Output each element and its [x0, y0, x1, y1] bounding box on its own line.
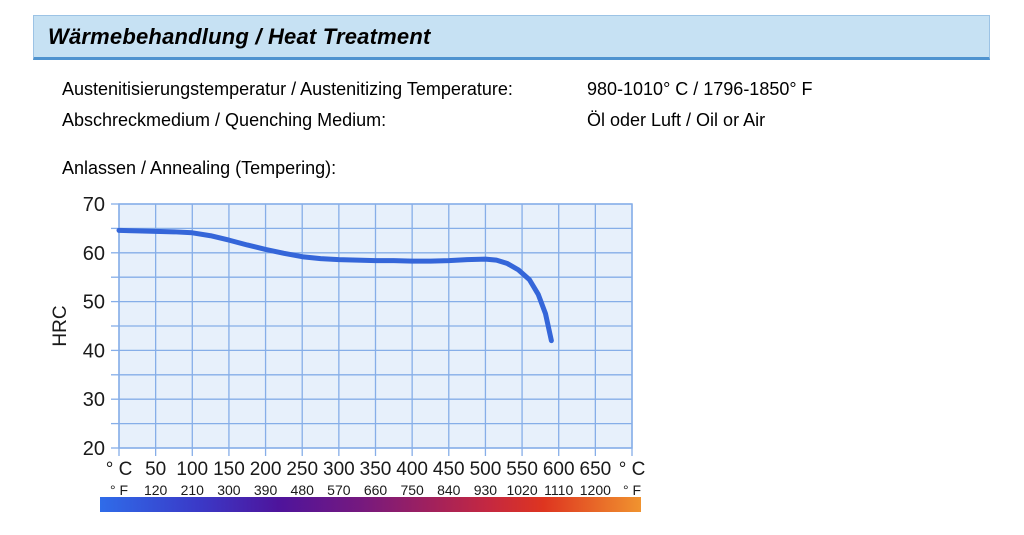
- x-tick-label-celsius: 50: [145, 459, 166, 480]
- x-tick-label-celsius: 450: [433, 459, 465, 480]
- x-tick-label-fahrenheit: 570: [327, 482, 351, 498]
- x-tick-label-fahrenheit: 840: [437, 482, 461, 498]
- spec-row-austenitizing: Austenitisierungstemperatur / Austenitiz…: [0, 79, 1024, 101]
- temperature-gradient-bar: [100, 497, 641, 512]
- x-tick-label-fahrenheit: 1200: [580, 482, 611, 498]
- y-tick-label: 60: [83, 243, 105, 265]
- x-unit-celsius-left: ° C: [106, 459, 133, 480]
- x-tick-label-celsius: 500: [470, 459, 502, 480]
- section-heading-tempering: Anlassen / Annealing (Tempering):: [62, 158, 337, 178]
- plot-border: [118, 203, 633, 449]
- x-tick-label-fahrenheit: 120: [144, 482, 168, 498]
- x-tick-label-celsius: 200: [250, 459, 282, 480]
- x-tick-label-fahrenheit: 660: [364, 482, 388, 498]
- x-tick-label-fahrenheit: 1020: [506, 482, 537, 498]
- x-tick-label-celsius: 350: [360, 459, 392, 480]
- x-unit-fahrenheit-left: ° F: [110, 482, 128, 498]
- y-tick-label: 20: [83, 438, 105, 460]
- x-tick-label-celsius: 300: [323, 459, 355, 480]
- x-tick-label-celsius: 150: [213, 459, 245, 480]
- hrc-curve: [116, 227, 554, 344]
- y-tick-label: 40: [83, 340, 105, 362]
- x-tick-label-fahrenheit: 390: [254, 482, 278, 498]
- spec-label-austenitizing: Austenitisierungstemperatur / Austenitiz…: [62, 79, 513, 99]
- spec-label-quenching: Abschreckmedium / Quenching Medium:: [62, 110, 387, 130]
- x-tick-label-celsius: 400: [396, 459, 428, 480]
- x-tick-label-fahrenheit: 300: [217, 482, 241, 498]
- x-tick-label-fahrenheit: 210: [181, 482, 205, 498]
- x-tick-label-fahrenheit: 1110: [544, 482, 573, 498]
- x-tick-label-fahrenheit: 750: [400, 482, 424, 498]
- x-tick-label-celsius: 600: [543, 459, 575, 480]
- x-tick-label-fahrenheit: 480: [291, 482, 315, 498]
- spec-value-austenitizing: 980-1010° C / 1796-1850° F: [587, 79, 813, 99]
- x-tick-label-celsius: 100: [176, 459, 208, 480]
- x-unit-celsius-right: ° C: [619, 459, 646, 480]
- x-tick-label-celsius: 250: [286, 459, 318, 480]
- x-tick-label-celsius: 550: [506, 459, 538, 480]
- x-tick-label-celsius: 650: [580, 459, 612, 480]
- spec-row-quenching: Abschreckmedium / Quenching Medium: Öl o…: [0, 110, 1024, 132]
- y-tick-label: 50: [83, 292, 105, 314]
- title-bar: Wärmebehandlung / Heat Treatment: [33, 15, 990, 60]
- tempering-chart: 20 30 40 50 60 70 HRC ° C ° C ° F ° F 50 120 100 210 15…: [50, 195, 646, 512]
- spec-value-quenching: Öl oder Luft / Oil or Air: [587, 110, 766, 130]
- y-tick-label: 30: [83, 389, 105, 411]
- x-tick-label-fahrenheit: 930: [474, 482, 498, 498]
- y-tick-label: 70: [83, 195, 105, 216]
- page-title: Wärmebehandlung / Heat Treatment: [48, 23, 431, 49]
- y-axis-label: HRC: [50, 305, 71, 346]
- x-unit-fahrenheit-right: ° F: [623, 482, 641, 498]
